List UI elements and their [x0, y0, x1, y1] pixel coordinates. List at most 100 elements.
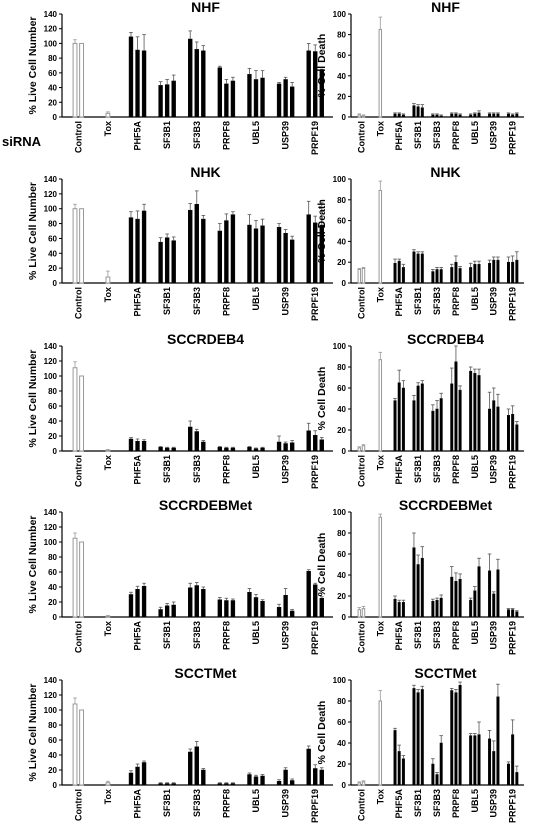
bar-sf3b3: [188, 751, 193, 786]
bar-usp39: [496, 696, 500, 786]
y-tick-label: 0: [342, 781, 347, 790]
bar-ubl5: [253, 597, 259, 618]
bar-prpf19: [515, 113, 519, 118]
bar-usp39: [289, 780, 295, 786]
bar-phf5a: [128, 594, 134, 618]
category-label: PRPF8: [221, 789, 231, 818]
y-tick-label: 100: [44, 372, 58, 381]
bar-phf5a: [128, 772, 134, 786]
bar-sf3b3: [194, 746, 199, 786]
y-tick-label: 40: [48, 249, 57, 258]
chart-title: SCCRDEB4: [407, 331, 484, 347]
bar-ubl5: [469, 599, 473, 618]
category-label: PRPF8: [221, 121, 231, 150]
y-tick-label: 40: [337, 72, 346, 81]
y-axis-label: % Live Cell Number: [27, 16, 39, 114]
y-tick-label: 100: [44, 205, 58, 214]
chart-panel-6: SCCRDEB4 % Cell Death 0 20 40 60 80 100 Control T…: [316, 331, 524, 489]
bar-sf3b1: [171, 783, 176, 786]
bar-ubl5: [247, 224, 252, 284]
category-label: SF3B1: [413, 455, 423, 483]
y-tick-label: 20: [48, 766, 57, 775]
bar-ubl5: [260, 447, 265, 452]
bar-tox: [105, 449, 111, 452]
bar-sf3b3: [431, 763, 435, 786]
bar-phf5a: [393, 262, 397, 284]
bar-ubl5: [469, 267, 473, 284]
chart-title: SCCRDEBMet: [399, 497, 493, 513]
bar-phf5a: [397, 113, 401, 118]
bar-sf3b1: [416, 564, 420, 618]
category-label: Tox: [375, 121, 385, 136]
bar-tox: [105, 782, 111, 786]
category-label: PRPF19: [508, 121, 518, 155]
y-tick-label: 100: [44, 39, 58, 48]
y-tick-label: 0: [342, 447, 347, 456]
bar-sf3b3: [201, 441, 206, 452]
bar-control: [72, 42, 78, 118]
y-tick-label: 60: [48, 69, 57, 78]
y-tick-label: 20: [337, 592, 346, 601]
bar-control: [357, 782, 362, 786]
bar-phf5a: [393, 113, 397, 118]
y-axis-label: % Live Cell Number: [27, 182, 39, 280]
category-label: PRPF19: [310, 121, 320, 155]
y-tick-label: 80: [48, 220, 57, 229]
bar-control: [79, 208, 84, 284]
y-tick-label: 0: [342, 279, 347, 288]
bar-control: [357, 447, 362, 452]
y-tick-label: 0: [342, 113, 347, 122]
bar-sf3b1: [171, 447, 176, 452]
chart-title: SCCTMet: [414, 665, 477, 681]
bar-sf3b1: [416, 692, 420, 786]
bar-prpf8: [458, 114, 462, 118]
bar-sf3b3: [194, 204, 199, 284]
bar-prpf8: [450, 383, 454, 452]
bar-phf5a: [135, 218, 140, 284]
bar-prpf19: [306, 50, 311, 118]
y-tick-label: 140: [44, 175, 58, 184]
bar-control: [361, 781, 366, 786]
chart-panel-4: NHK % Cell Death 0 20 40 60 80 100 Control Tox PHF…: [316, 164, 524, 321]
bar-sf3b3: [439, 742, 443, 786]
bar-sf3b1: [416, 253, 420, 284]
bar-sf3b3: [431, 114, 435, 118]
bar-prpf8: [230, 80, 236, 118]
y-tick-label: 40: [48, 417, 57, 426]
bar-prpf19: [511, 734, 515, 786]
bar-prpf8: [224, 447, 229, 452]
y-tick-label: 60: [48, 568, 57, 577]
chart-title: SCCTMet: [174, 665, 237, 681]
category-label: Control: [356, 789, 366, 821]
bar-usp39: [289, 86, 295, 118]
category-label: SF3B1: [162, 287, 172, 315]
bar-tox: [378, 359, 383, 452]
bar-prpf8: [230, 600, 236, 618]
bar-prpf8: [224, 783, 229, 786]
y-tick-label: 20: [337, 760, 346, 769]
bar-sf3b1: [164, 783, 170, 786]
y-tick-label: 80: [337, 697, 346, 706]
bar-control: [79, 541, 84, 618]
bar-control: [361, 267, 366, 284]
bar-prpf8: [454, 581, 458, 618]
y-tick-label: 120: [44, 25, 58, 34]
bar-usp39: [276, 227, 282, 284]
bar-sf3b1: [171, 240, 176, 284]
y-tick-label: 20: [48, 598, 57, 607]
y-tick-label: 20: [337, 258, 346, 267]
bar-prpf19: [515, 611, 519, 618]
category-label: PRPF19: [310, 789, 320, 823]
bar-prpf8: [450, 690, 454, 786]
bar-tox: [378, 189, 383, 284]
y-axis-label: % Live Cell Number: [27, 349, 39, 447]
category-label: Tox: [103, 121, 113, 136]
y-tick-label: 140: [44, 342, 58, 351]
bar-ubl5: [253, 448, 259, 452]
y-axis-label: % Live Cell Number: [27, 683, 39, 781]
y-tick-label: 40: [337, 405, 346, 414]
bar-sf3b1: [158, 85, 163, 118]
y-tick-label: 80: [337, 363, 346, 372]
bar-usp39: [283, 443, 288, 452]
y-tick-label: 60: [337, 217, 346, 226]
